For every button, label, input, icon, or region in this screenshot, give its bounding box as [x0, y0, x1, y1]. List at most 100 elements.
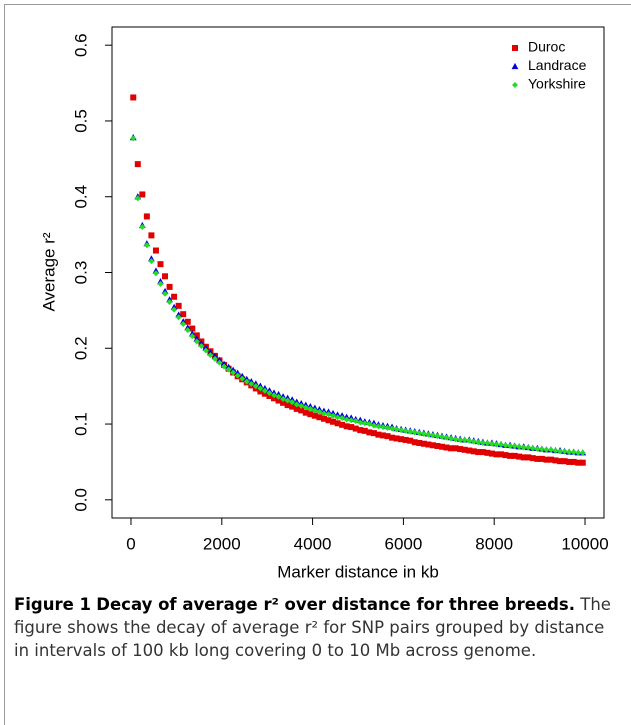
point [211, 355, 218, 362]
point [225, 366, 232, 373]
point [352, 425, 359, 432]
point [261, 387, 268, 394]
y-tick-label: 0.4 [71, 185, 90, 209]
point [457, 446, 464, 453]
point [375, 431, 382, 438]
legend-marker [512, 45, 518, 51]
point [502, 442, 509, 449]
point [398, 427, 405, 434]
legend-label: Yorkshire [528, 76, 586, 92]
point [434, 443, 441, 450]
point [357, 427, 364, 434]
point [366, 421, 373, 428]
figure-frame [4, 4, 631, 725]
point [230, 369, 237, 376]
point [198, 342, 205, 349]
point [298, 402, 305, 409]
point [461, 446, 468, 453]
caption-text: The figure shows the decay of average r²… [14, 595, 611, 660]
point [234, 372, 241, 379]
point [579, 449, 586, 456]
point [143, 213, 150, 220]
point [298, 407, 305, 414]
caption-label: Figure 1 [14, 595, 92, 614]
point [193, 332, 200, 339]
point [547, 456, 554, 463]
point [375, 423, 382, 430]
point [534, 446, 541, 453]
point [148, 258, 155, 265]
point [316, 414, 323, 421]
point [561, 458, 568, 465]
point [379, 424, 386, 431]
point [366, 429, 373, 436]
point [175, 314, 182, 321]
point [398, 436, 405, 443]
point [434, 433, 441, 440]
x-tick-label: 10000 [561, 534, 608, 553]
point [557, 448, 564, 455]
point [139, 224, 146, 231]
point [311, 407, 318, 414]
point [166, 299, 173, 306]
point [348, 424, 355, 431]
point [425, 431, 432, 438]
point [193, 338, 200, 345]
point [171, 306, 178, 313]
point [402, 427, 409, 434]
point [334, 420, 341, 427]
point [402, 436, 409, 443]
point [520, 444, 527, 451]
point [261, 390, 268, 397]
point [498, 451, 505, 458]
point [379, 432, 386, 439]
point [293, 401, 300, 408]
point [162, 273, 169, 280]
point [184, 327, 191, 334]
point [534, 455, 541, 462]
point [302, 409, 309, 416]
point [239, 375, 246, 382]
point [420, 440, 427, 447]
point [479, 439, 486, 446]
point [461, 436, 468, 443]
legend-label: Duroc [528, 39, 565, 55]
point [175, 302, 182, 309]
point [566, 449, 573, 456]
point [130, 94, 137, 101]
point [579, 459, 586, 466]
point [357, 419, 364, 426]
legend-marker [511, 62, 519, 70]
point [266, 389, 273, 396]
point [311, 412, 318, 419]
point [493, 451, 500, 458]
point [520, 454, 527, 461]
point [438, 433, 445, 440]
point [511, 452, 518, 459]
point [243, 378, 250, 385]
point [257, 388, 264, 395]
point [266, 393, 273, 400]
y-tick-label: 0.0 [71, 488, 90, 512]
point [552, 447, 559, 454]
point [570, 458, 577, 465]
x-tick-label: 0 [126, 534, 135, 553]
point [180, 311, 187, 318]
point [425, 441, 432, 448]
point [302, 404, 309, 411]
legend-label: Landrace [528, 57, 587, 73]
point [180, 321, 187, 328]
point [339, 421, 346, 428]
point [547, 446, 554, 453]
point [162, 290, 169, 297]
point [457, 436, 464, 443]
caption-title: Decay of average r² over distance for th… [96, 595, 576, 614]
point [330, 418, 337, 425]
point [289, 399, 296, 406]
point [330, 412, 337, 419]
point [466, 437, 473, 444]
point [411, 439, 418, 446]
point [134, 195, 141, 202]
point [479, 449, 486, 456]
point [339, 414, 346, 421]
